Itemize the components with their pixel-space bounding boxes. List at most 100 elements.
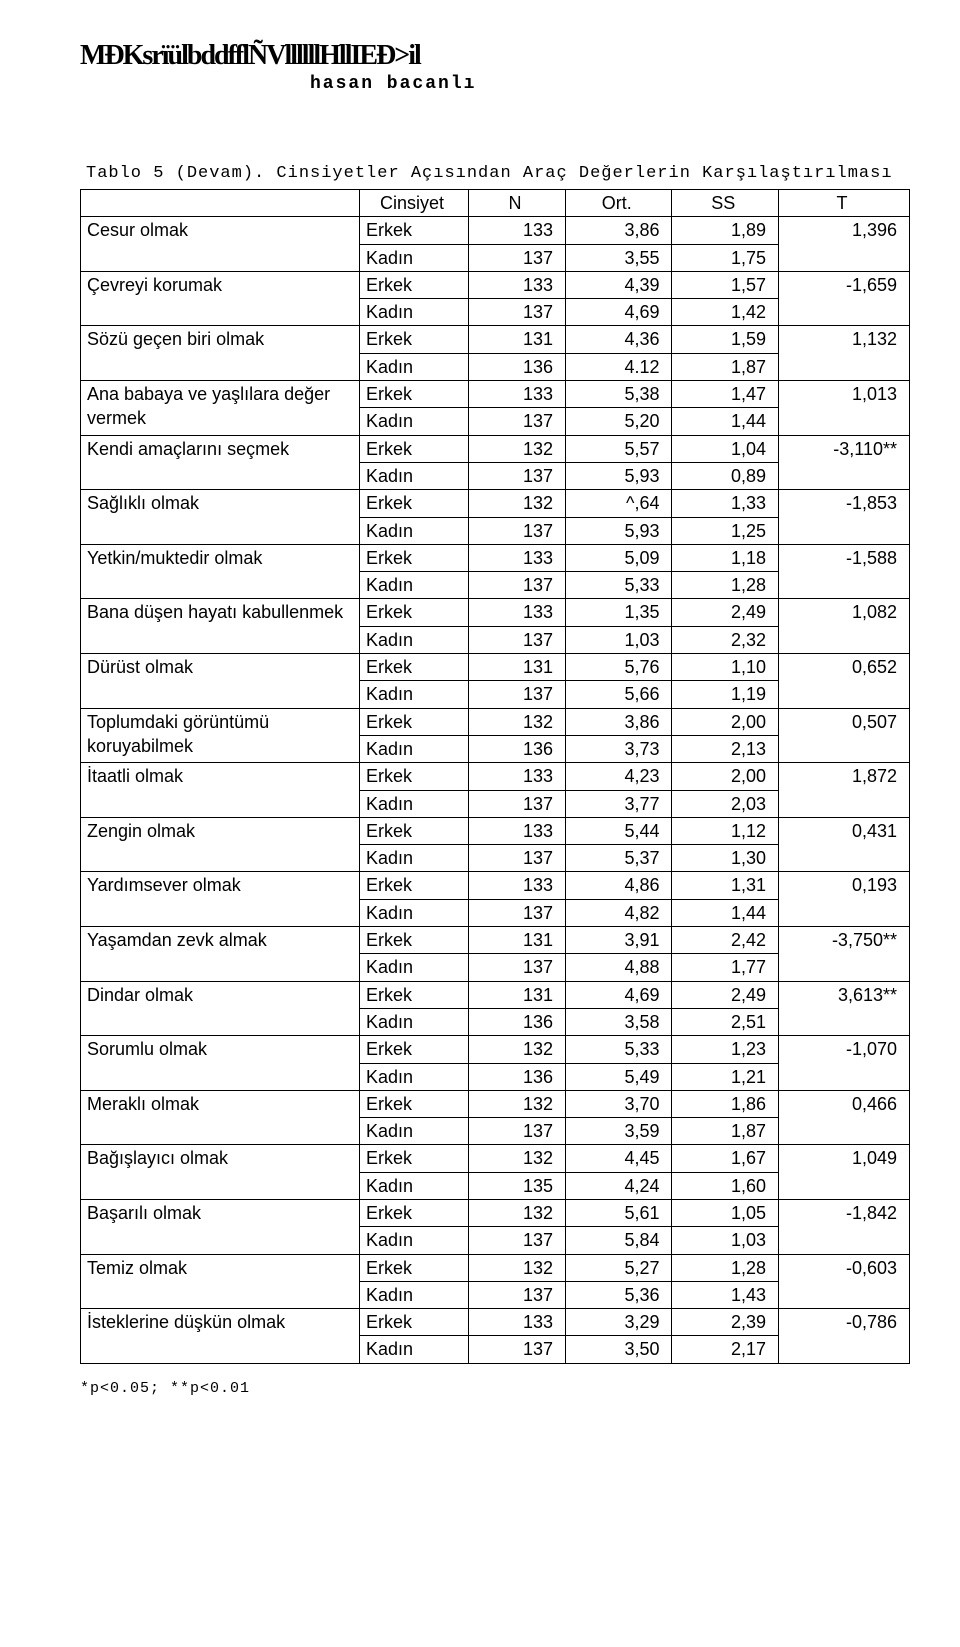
table-row: Meraklı olmakErkek1323,701,860,466 [81, 1090, 910, 1117]
value-cell: 2,39 [672, 1309, 779, 1336]
value-cell: 4,23 [565, 763, 672, 790]
table-row: İtaatli olmakErkek1334,232,001,872 [81, 763, 910, 790]
gender-cell: Kadın [360, 1227, 469, 1254]
value-cell: 5,20 [565, 408, 672, 435]
t-value-cell: -1,070 [779, 1036, 910, 1091]
value-cell: 136 [469, 1063, 566, 1090]
value-cell: 131 [469, 927, 566, 954]
table-row: Yetkin/muktedir olmakErkek1335,091,18-1,… [81, 544, 910, 571]
value-cell: 132 [469, 1036, 566, 1063]
row-label: Cesur olmak [81, 217, 360, 272]
t-value-cell: 0,431 [779, 817, 910, 872]
value-cell: 2,49 [672, 981, 779, 1008]
gender-cell: Erkek [360, 817, 469, 844]
value-cell: 3,86 [565, 708, 672, 735]
value-cell: 1,31 [672, 872, 779, 899]
value-cell: 5,49 [565, 1063, 672, 1090]
value-cell: 5,33 [565, 1036, 672, 1063]
table-row: Yaşamdan zevk almakErkek1313,912,42-3,75… [81, 927, 910, 954]
table-row: Bağışlayıcı olmakErkek1324,451,671,049 [81, 1145, 910, 1172]
value-cell: 5,33 [565, 572, 672, 599]
value-cell: 133 [469, 872, 566, 899]
value-cell: 3,58 [565, 1008, 672, 1035]
value-cell: ^,64 [565, 490, 672, 517]
value-cell: 3,55 [565, 244, 672, 271]
col-t: T [779, 190, 910, 217]
gender-cell: Erkek [360, 599, 469, 626]
value-cell: 4.12 [565, 353, 672, 380]
row-label: Sorumlu olmak [81, 1036, 360, 1091]
value-cell: 3,59 [565, 1118, 672, 1145]
gender-cell: Kadın [360, 1172, 469, 1199]
value-cell: 5,27 [565, 1254, 672, 1281]
gender-cell: Kadın [360, 299, 469, 326]
value-cell: 133 [469, 381, 566, 408]
value-cell: 137 [469, 299, 566, 326]
t-value-cell: 1,049 [779, 1145, 910, 1200]
value-cell: 137 [469, 845, 566, 872]
value-cell: 1,87 [672, 353, 779, 380]
row-label: Kendi amaçlarını seçmek [81, 435, 360, 490]
table-row: Dindar olmakErkek1314,692,493,613** [81, 981, 910, 1008]
value-cell: 1,28 [672, 572, 779, 599]
value-cell: 137 [469, 1227, 566, 1254]
value-cell: 1,42 [672, 299, 779, 326]
table-row: Çevreyi korumakErkek1334,391,57-1,659 [81, 271, 910, 298]
value-cell: 1,33 [672, 490, 779, 517]
value-cell: 133 [469, 817, 566, 844]
value-cell: 4,45 [565, 1145, 672, 1172]
t-value-cell: -3,750** [779, 927, 910, 982]
value-cell: 3,77 [565, 790, 672, 817]
gender-cell: Erkek [360, 1254, 469, 1281]
value-cell: 2,42 [672, 927, 779, 954]
t-value-cell: -1,588 [779, 544, 910, 599]
value-cell: 1,10 [672, 654, 779, 681]
gender-cell: Erkek [360, 1199, 469, 1226]
value-cell: 1,30 [672, 845, 779, 872]
gender-cell: Kadın [360, 681, 469, 708]
value-cell: 5,76 [565, 654, 672, 681]
gender-cell: Erkek [360, 708, 469, 735]
value-cell: 1,87 [672, 1118, 779, 1145]
value-cell: 1,44 [672, 408, 779, 435]
value-cell: 137 [469, 408, 566, 435]
value-cell: 133 [469, 544, 566, 571]
value-cell: 4,69 [565, 981, 672, 1008]
row-label: Başarılı olmak [81, 1199, 360, 1254]
t-value-cell: 1,132 [779, 326, 910, 381]
gender-cell: Kadın [360, 572, 469, 599]
value-cell: 137 [469, 790, 566, 817]
row-label: Meraklı olmak [81, 1090, 360, 1145]
value-cell: 1,04 [672, 435, 779, 462]
gender-cell: Kadın [360, 1336, 469, 1363]
col-label [81, 190, 360, 217]
value-cell: 135 [469, 1172, 566, 1199]
value-cell: 137 [469, 1281, 566, 1308]
value-cell: 1,43 [672, 1281, 779, 1308]
t-value-cell: 3,613** [779, 981, 910, 1036]
gender-cell: Erkek [360, 1036, 469, 1063]
value-cell: 2,51 [672, 1008, 779, 1035]
value-cell: 4,24 [565, 1172, 672, 1199]
row-label: Yardımsever olmak [81, 872, 360, 927]
value-cell: 132 [469, 490, 566, 517]
value-cell: 1,60 [672, 1172, 779, 1199]
t-value-cell: 1,872 [779, 763, 910, 818]
col-cinsiyet: Cinsiyet [360, 190, 469, 217]
value-cell: 137 [469, 462, 566, 489]
gender-cell: Kadın [360, 954, 469, 981]
value-cell: 137 [469, 1336, 566, 1363]
t-value-cell: -1,842 [779, 1199, 910, 1254]
gender-cell: Kadın [360, 408, 469, 435]
value-cell: 1,23 [672, 1036, 779, 1063]
value-cell: 5,66 [565, 681, 672, 708]
value-cell: 3,50 [565, 1336, 672, 1363]
value-cell: 5,84 [565, 1227, 672, 1254]
value-cell: 132 [469, 435, 566, 462]
row-label: Bağışlayıcı olmak [81, 1145, 360, 1200]
table-row: Temiz olmakErkek1325,271,28-0,603 [81, 1254, 910, 1281]
value-cell: 0,89 [672, 462, 779, 489]
table-row: Yardımsever olmakErkek1334,861,310,193 [81, 872, 910, 899]
value-cell: 5,93 [565, 517, 672, 544]
gender-cell: Kadın [360, 790, 469, 817]
